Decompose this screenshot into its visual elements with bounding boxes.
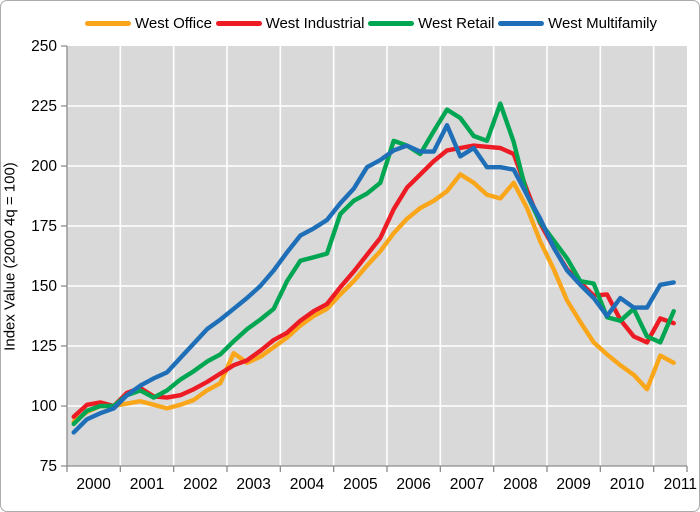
legend-swatch-west-retail xyxy=(368,20,415,26)
y-tick-label: 200 xyxy=(31,158,57,175)
y-tick-label: 175 xyxy=(31,218,57,235)
y-tick-label: 125 xyxy=(31,338,57,355)
series-lines xyxy=(71,101,676,435)
y-tick-label: 150 xyxy=(31,278,57,295)
legend-label-west-industrial: West Industrial xyxy=(265,14,365,32)
x-tick-label: 2003 xyxy=(236,476,270,493)
series-line-west-retail xyxy=(71,101,676,427)
y-tick-label: 100 xyxy=(31,398,57,415)
x-tick-label: 2002 xyxy=(183,476,217,493)
x-tick-label: 2005 xyxy=(343,476,377,493)
y-tick-label: 75 xyxy=(40,458,57,475)
series-line-west-office xyxy=(71,172,676,424)
x-tick-label: 2008 xyxy=(503,476,537,493)
x-tick-label: 2001 xyxy=(130,476,164,493)
legend-item-west-retail: West Retail xyxy=(368,14,495,32)
chart-legend: West Office West Industrial West Retail Wes… xyxy=(85,12,657,34)
y-tick-label: 250 xyxy=(31,38,57,55)
x-tick-label: 2011 xyxy=(664,476,697,493)
legend-label-west-office: West Office xyxy=(135,14,212,32)
x-tick-label: 2006 xyxy=(396,476,430,493)
x-tick-label: 2009 xyxy=(556,476,590,493)
x-tick-label: 2004 xyxy=(290,476,325,493)
y-tick-label: 225 xyxy=(31,98,57,115)
legend-swatch-west-multifamily xyxy=(498,20,545,26)
series-line-west-multifamily xyxy=(71,122,676,435)
legend-item-west-multifamily: West Multifamily xyxy=(498,16,657,31)
x-tick-label: 2007 xyxy=(450,476,484,493)
y-axis-title: Index Value (2000 4q = 100) xyxy=(1,162,19,351)
legend-item-west-office: West Office xyxy=(85,16,212,31)
x-tick-label: 2010 xyxy=(610,476,645,493)
legend-label-west-multifamily: West Multifamily xyxy=(548,14,657,32)
x-tick-label: 2000 xyxy=(76,476,111,493)
legend-label-west-retail: West Retail xyxy=(418,14,495,32)
axis-ticks xyxy=(61,45,688,472)
legend-swatch-west-industrial xyxy=(215,20,262,26)
legend-swatch-west-office xyxy=(85,20,131,26)
legend-item-west-industrial: West Industrial xyxy=(215,14,365,32)
